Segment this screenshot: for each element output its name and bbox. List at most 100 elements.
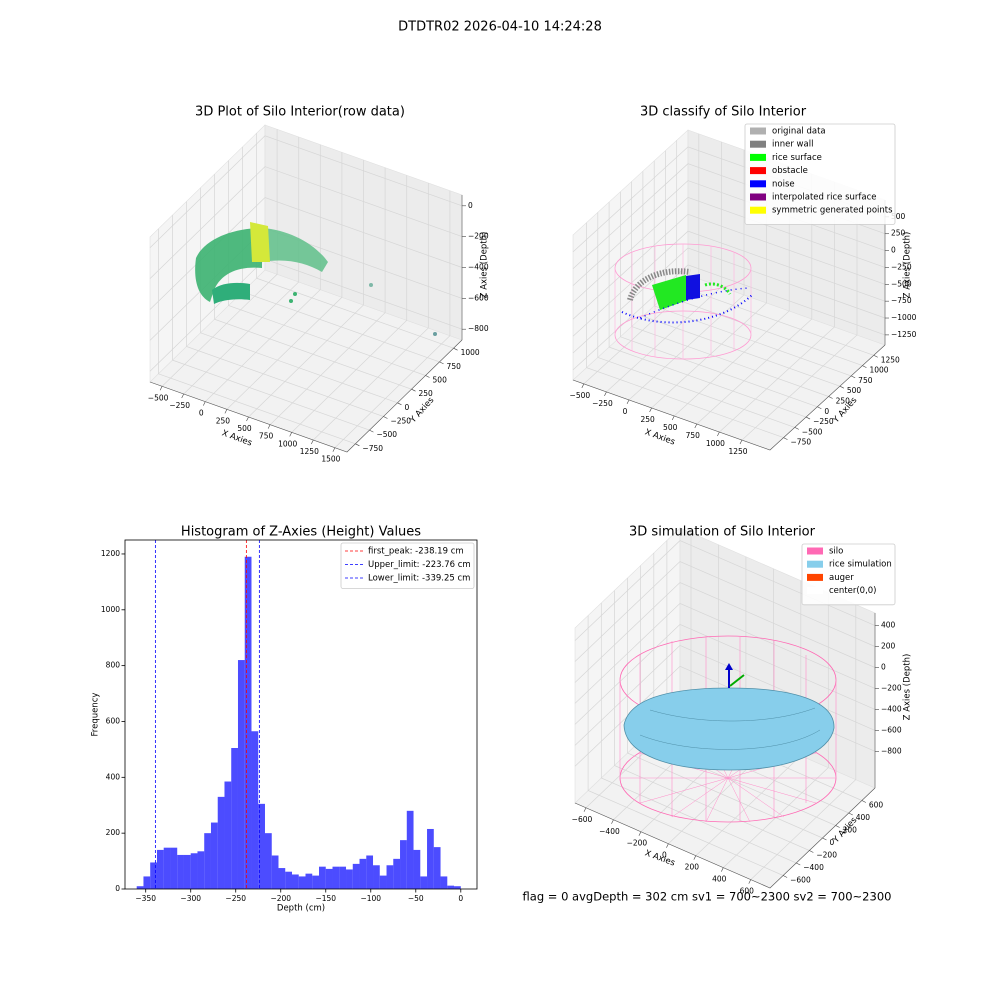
z-axis-label: Z Axies (Depth)	[903, 232, 913, 299]
y-tick-label: 600	[106, 716, 121, 725]
legend-label: Lower_limit: -339.25 cm	[368, 574, 470, 584]
grid-line	[586, 222, 784, 438]
x-tick	[159, 386, 163, 391]
bar	[413, 849, 421, 889]
x-tick-label: −500	[570, 391, 591, 400]
legend-label: original data	[772, 127, 826, 137]
bar	[386, 865, 394, 889]
z-tick-label: −400	[881, 704, 902, 713]
x-tick	[694, 423, 698, 429]
x-tick	[224, 409, 228, 414]
bar	[278, 868, 286, 889]
z-tick-label: −800	[881, 746, 902, 755]
z-axis-label: Z Axies (Depth)	[480, 232, 490, 299]
y-tick-label: 200	[106, 828, 121, 837]
y-tick-label: −600	[790, 876, 811, 885]
bar	[373, 865, 380, 889]
x-tick-label: 0	[199, 409, 204, 418]
legend-box	[801, 543, 896, 606]
y-tick-label: −250	[390, 416, 411, 425]
legend-label: first_peak: -238.19 cm	[368, 547, 464, 557]
bar	[136, 886, 144, 889]
figure-title: DTDTR02 2026-04-10 14:24:28	[398, 20, 602, 35]
z-tick-label: 250	[891, 229, 906, 238]
y-tick-label: 1000	[461, 348, 480, 357]
z-tick-label: −500	[891, 279, 912, 288]
z-tick-label: 0	[468, 201, 473, 210]
bar	[251, 731, 259, 889]
y-tick	[439, 361, 444, 365]
x-tick-label: −250	[225, 894, 246, 903]
grid-line	[226, 152, 343, 410]
legend-label: auger	[829, 573, 854, 583]
grid-line	[572, 180, 886, 286]
z-tick-label: −800	[468, 324, 489, 333]
y-tick	[862, 365, 867, 368]
bar	[339, 866, 347, 889]
y-tick	[425, 375, 430, 378]
y-tick-label: −500	[802, 427, 823, 436]
grid-line	[256, 133, 454, 349]
bar	[150, 862, 157, 889]
grid-line	[269, 167, 386, 425]
grid-line	[614, 590, 810, 851]
bar	[291, 874, 299, 889]
y-tick-label: 0	[824, 407, 829, 416]
legend-swatch	[807, 587, 823, 595]
z-tick-label: −600	[468, 293, 489, 302]
bar	[258, 803, 265, 889]
y-tick-label: 600	[869, 801, 884, 810]
grid-line	[149, 197, 463, 310]
grid-line	[572, 230, 886, 337]
legend-label: interpolated rice surface	[772, 193, 877, 203]
y-tick	[851, 375, 856, 379]
y-tick-label: 250	[419, 389, 434, 398]
grid-line	[642, 171, 841, 387]
x-tick	[581, 383, 585, 388]
grid-line	[750, 604, 857, 880]
grid-line	[608, 202, 807, 418]
x-tick-label: 400	[712, 875, 727, 884]
bar	[312, 875, 320, 889]
y-tick-label: −250	[813, 417, 834, 426]
bar	[454, 886, 461, 889]
z-axis-label: Z Axies (Depth)	[903, 654, 913, 721]
z-tick-label: −750	[891, 296, 912, 305]
legend-label: inner wall	[772, 140, 813, 150]
axis-line	[572, 344, 886, 451]
bar	[433, 847, 441, 889]
y-tick-label: 1000	[869, 366, 888, 375]
y-tick	[782, 875, 788, 878]
grid-line	[149, 135, 463, 249]
grid-line	[631, 181, 829, 397]
grid-line	[653, 160, 852, 377]
legend-swatch	[750, 206, 766, 214]
grid-line	[723, 592, 829, 868]
legend-swatch	[807, 560, 823, 568]
x-tick	[267, 424, 271, 429]
raw-point-cloud	[195, 222, 437, 336]
grid-line	[628, 149, 745, 401]
bar	[210, 822, 218, 889]
x-tick	[311, 439, 314, 445]
x-tick-label: −200	[270, 894, 291, 903]
grid-line	[205, 144, 321, 402]
x-tick-label: 250	[640, 415, 655, 424]
x-tick-label: −100	[360, 894, 381, 903]
y-tick	[835, 825, 840, 828]
x-tick-label: 1250	[728, 447, 747, 456]
bar	[440, 876, 448, 889]
x-tick	[638, 831, 642, 836]
plot-frame	[124, 539, 478, 890]
bar	[359, 858, 367, 889]
y-tick-label: 1000	[101, 605, 120, 614]
legend-swatch	[750, 127, 766, 135]
y-tick-label: 0	[830, 838, 835, 847]
grid-line	[620, 191, 818, 408]
chart-title: Histogram of Z-Axies (Height) Values	[181, 525, 421, 540]
legend-swatch	[807, 573, 823, 581]
z-tick-label: −200	[881, 683, 902, 692]
x-tick-label: −500	[148, 393, 169, 402]
x-tick-label: 200	[685, 863, 700, 872]
